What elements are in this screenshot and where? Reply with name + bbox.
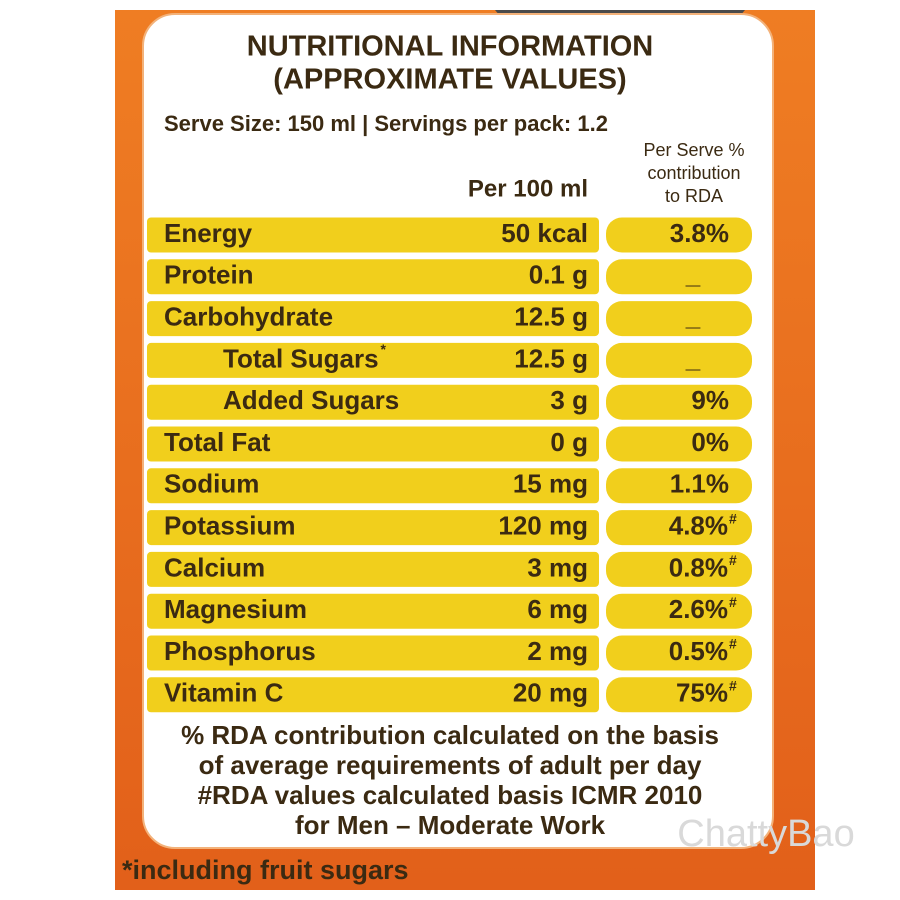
- nutrient-name: Energy: [164, 218, 253, 248]
- nutrient-name: Vitamin C: [164, 678, 284, 708]
- row-band: [606, 217, 752, 253]
- row-band: [606, 384, 752, 420]
- column-header: contribution: [647, 163, 740, 183]
- row-band: [606, 426, 752, 462]
- footnote: % RDA contribution calculated on the bas…: [181, 720, 719, 750]
- rda-value: 1.1%: [670, 469, 729, 499]
- row-band: [147, 342, 599, 378]
- row-band: [147, 259, 599, 295]
- footnote-mark: #: [729, 678, 737, 694]
- footnote-mark: #: [729, 552, 737, 568]
- row-band: [606, 301, 752, 337]
- rda-value: _: [685, 260, 701, 290]
- rda-value: 0.5%: [669, 636, 728, 666]
- watermark: ChattyBao: [677, 813, 854, 855]
- row-band: [147, 384, 599, 420]
- column-header: to RDA: [665, 186, 723, 206]
- serving-info: Serve Size: 150 ml | Servings per pack: …: [164, 111, 608, 136]
- nutrient-name: Calcium: [164, 552, 265, 582]
- rda-value: 0.8%: [669, 552, 728, 582]
- per-100ml-value: 20 mg: [513, 678, 588, 708]
- per-100ml-value: 15 mg: [513, 469, 588, 499]
- per-100ml-value: 0.1 g: [529, 260, 588, 290]
- nutrient-name: Potassium: [164, 510, 296, 540]
- row-band: [147, 301, 599, 337]
- rda-value: 75%: [676, 678, 728, 708]
- row-band: [606, 342, 752, 378]
- row-band: [606, 635, 752, 671]
- footnote: for Men – Moderate Work: [295, 810, 606, 840]
- column-header: Per Serve %: [643, 140, 744, 160]
- per-100ml-value: 50 kcal: [501, 218, 588, 248]
- row-band: [147, 677, 599, 713]
- row-band: [606, 259, 752, 295]
- row-band: [606, 510, 752, 546]
- row-band: [147, 426, 599, 462]
- nutrient-name: Total Sugars: [223, 343, 379, 373]
- row-band: [606, 677, 752, 713]
- row-band: [147, 551, 599, 587]
- bottom-note: *including fruit sugars: [122, 855, 409, 885]
- rda-value: _: [685, 301, 701, 331]
- rda-value: 3.8%: [670, 218, 729, 248]
- per-100ml-value: 0 g: [550, 427, 588, 457]
- rda-value: 9%: [691, 385, 729, 415]
- per-100ml-value: 2 mg: [527, 636, 588, 666]
- row-band: [606, 593, 752, 629]
- nutrient-name: Added Sugars: [223, 385, 399, 415]
- footnote-mark: #: [729, 594, 737, 610]
- nutrient-name: Magnesium: [164, 594, 307, 624]
- footnote-mark: *: [381, 341, 387, 357]
- nutrient-name: Phosphorus: [164, 636, 316, 666]
- nutrient-name: Protein: [164, 260, 254, 290]
- per-100ml-value: 12.5 g: [514, 343, 588, 373]
- per-100ml-value: 120 mg: [498, 510, 588, 540]
- rda-value: 0%: [691, 427, 729, 457]
- row-band: [147, 217, 599, 253]
- footnote: #RDA values calculated basis ICMR 2010: [198, 780, 703, 810]
- per-100ml-value: 12.5 g: [514, 301, 588, 331]
- row-band: [606, 551, 752, 587]
- footnote-mark: #: [729, 636, 737, 652]
- nutrient-name: Total Fat: [164, 427, 271, 457]
- nutrient-name: Sodium: [164, 469, 259, 499]
- rda-value: 4.8%: [669, 510, 728, 540]
- row-band: [147, 635, 599, 671]
- row-band: [147, 510, 599, 546]
- column-header: Per 100 ml: [468, 175, 588, 202]
- title: NUTRITIONAL INFORMATION: [247, 31, 654, 63]
- rda-value: _: [685, 343, 701, 373]
- row-band: [606, 468, 752, 504]
- per-100ml-value: 3 mg: [527, 552, 588, 582]
- footnote-mark: #: [729, 510, 737, 526]
- row-band: [147, 468, 599, 504]
- row-band: [147, 593, 599, 629]
- per-100ml-value: 3 g: [550, 385, 588, 415]
- rda-value: 2.6%: [669, 594, 728, 624]
- content: NUTRITIONAL INFORMATION(APPROXIMATE VALU…: [122, 31, 855, 885]
- footnote: of average requirements of adult per day: [199, 750, 702, 780]
- subtitle: (APPROXIMATE VALUES): [273, 64, 626, 96]
- nutrient-name: Carbohydrate: [164, 301, 333, 331]
- per-100ml-value: 6 mg: [527, 594, 588, 624]
